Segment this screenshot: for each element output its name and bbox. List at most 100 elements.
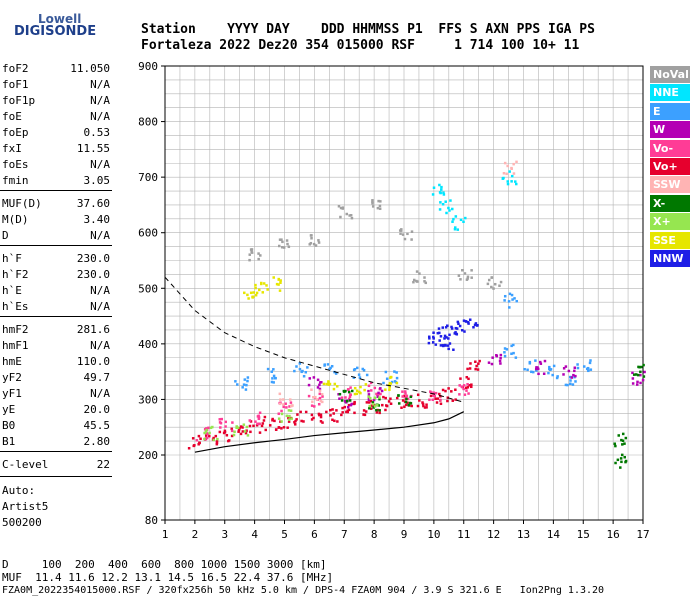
echo-point-noval [400, 229, 403, 232]
echo-point-vo- [230, 434, 234, 438]
echo-point-vo- [347, 397, 351, 401]
echo-point-vo- [462, 384, 466, 387]
echo-point-e [361, 367, 365, 371]
echo-point-vo- [219, 426, 222, 429]
echo-point-w [498, 359, 502, 363]
param-value: 11.050 [70, 62, 110, 75]
echo-point-noval [410, 238, 413, 241]
echo-point-vo- [286, 426, 289, 429]
x-tick-label: 9 [401, 528, 408, 541]
echo-point-nnw [476, 323, 479, 327]
echo-point-x- [288, 414, 291, 418]
echo-point-w [499, 362, 502, 365]
echo-point-sse [328, 382, 332, 386]
param-name: h`Es [2, 300, 29, 313]
echo-point-vo- [444, 389, 447, 393]
echo-point-vo- [346, 410, 350, 414]
echo-point-e [246, 379, 249, 383]
echo-point-vo- [404, 403, 408, 407]
echo-point-nnw [428, 337, 431, 340]
param-6: foEs N/A [2, 158, 110, 174]
echo-point-noval [490, 285, 493, 289]
echo-point-nne [449, 199, 452, 202]
echo-point-nnw [457, 322, 460, 326]
echo-point-w [367, 398, 371, 402]
echo-point-x- [235, 426, 238, 429]
echo-point-noval [463, 272, 467, 275]
echo-point-noval [378, 204, 382, 208]
echo-point-vo- [474, 360, 477, 363]
param-name: foEp [2, 126, 29, 139]
param-value: N/A [90, 158, 110, 171]
echo-point-e [382, 381, 385, 385]
auto-artist: Artist5 [2, 500, 49, 513]
echo-point-nnw [439, 335, 443, 338]
echo-point-vo- [418, 399, 421, 402]
echo-point-vo- [254, 420, 257, 423]
echo-point-x- [373, 396, 377, 400]
echo-point-vo- [438, 392, 441, 396]
echo-point-w [307, 383, 311, 387]
x-tick-label: 7 [341, 528, 348, 541]
echo-point-x- [371, 401, 375, 404]
echo-point-w [346, 405, 350, 409]
echo-point-vo- [258, 411, 262, 414]
echo-point-e [352, 376, 356, 379]
echo-point-vo- [401, 399, 405, 402]
echo-point-vo- [477, 362, 480, 365]
echo-point-noval [280, 238, 283, 241]
ionogram-plot: 1 2 3 4 5 6 7 8 9 10 11 12 13 14 15 16 17802003004005006… [138, 60, 650, 541]
echo-point-vo- [362, 413, 365, 416]
echo-point-nnw [448, 333, 451, 337]
echo-point-x- [621, 432, 625, 436]
echo-point-vo- [431, 398, 435, 402]
echo-point-noval [377, 199, 380, 203]
echo-point-e [241, 386, 244, 389]
param-15: hmF2 281.6 [2, 323, 110, 339]
echo-point-e [242, 383, 246, 386]
param-22: B1 2.80 [2, 435, 110, 451]
echo-point-noval [376, 206, 380, 210]
param-19: yF1 N/A [2, 387, 110, 403]
echo-point-nne [453, 227, 457, 231]
echo-point-nnw [427, 341, 431, 345]
echo-point-vo- [261, 422, 265, 425]
echo-point-vo- [245, 429, 248, 432]
param-23: C-level 22 [2, 458, 110, 474]
echo-point-x- [235, 425, 238, 428]
echo-point-noval [257, 252, 260, 255]
param-1: foF1 N/A [2, 78, 110, 94]
echo-point-x- [614, 444, 617, 448]
echo-point-nne [447, 206, 450, 210]
echo-point-vo- [214, 434, 218, 438]
echo-point-ssw [289, 398, 292, 401]
echo-point-e [271, 377, 274, 380]
echo-point-x- [405, 397, 408, 401]
echo-point-w [564, 365, 568, 368]
echo-point-x- [632, 373, 636, 376]
x-tick-label: 1 [162, 528, 169, 541]
echo-point-w [543, 359, 547, 363]
echo-point-nne [456, 228, 460, 231]
echo-point-noval [416, 280, 419, 283]
echo-point-w [338, 397, 341, 400]
echo-point-w [372, 398, 376, 402]
echo-point-vo- [318, 392, 322, 396]
echo-point-x- [236, 426, 240, 429]
echo-point-vo- [454, 388, 457, 391]
echo-point-vo- [191, 437, 195, 440]
echo-point-e [571, 383, 575, 386]
echo-point-vo- [406, 401, 409, 405]
param-name: yF1 [2, 387, 22, 400]
echo-point-vo- [381, 403, 384, 407]
echo-point-sse [262, 282, 266, 285]
echo-point-nnw [445, 336, 448, 339]
echo-point-vo- [466, 367, 469, 371]
echo-point-e [365, 373, 369, 377]
echo-point-noval [492, 287, 495, 290]
echo-point-vo- [364, 410, 368, 413]
logo-lowell: Lowell [38, 12, 82, 26]
echo-point-vo- [225, 434, 229, 437]
echo-point-e [511, 298, 514, 301]
echo-point-nne [444, 200, 447, 203]
